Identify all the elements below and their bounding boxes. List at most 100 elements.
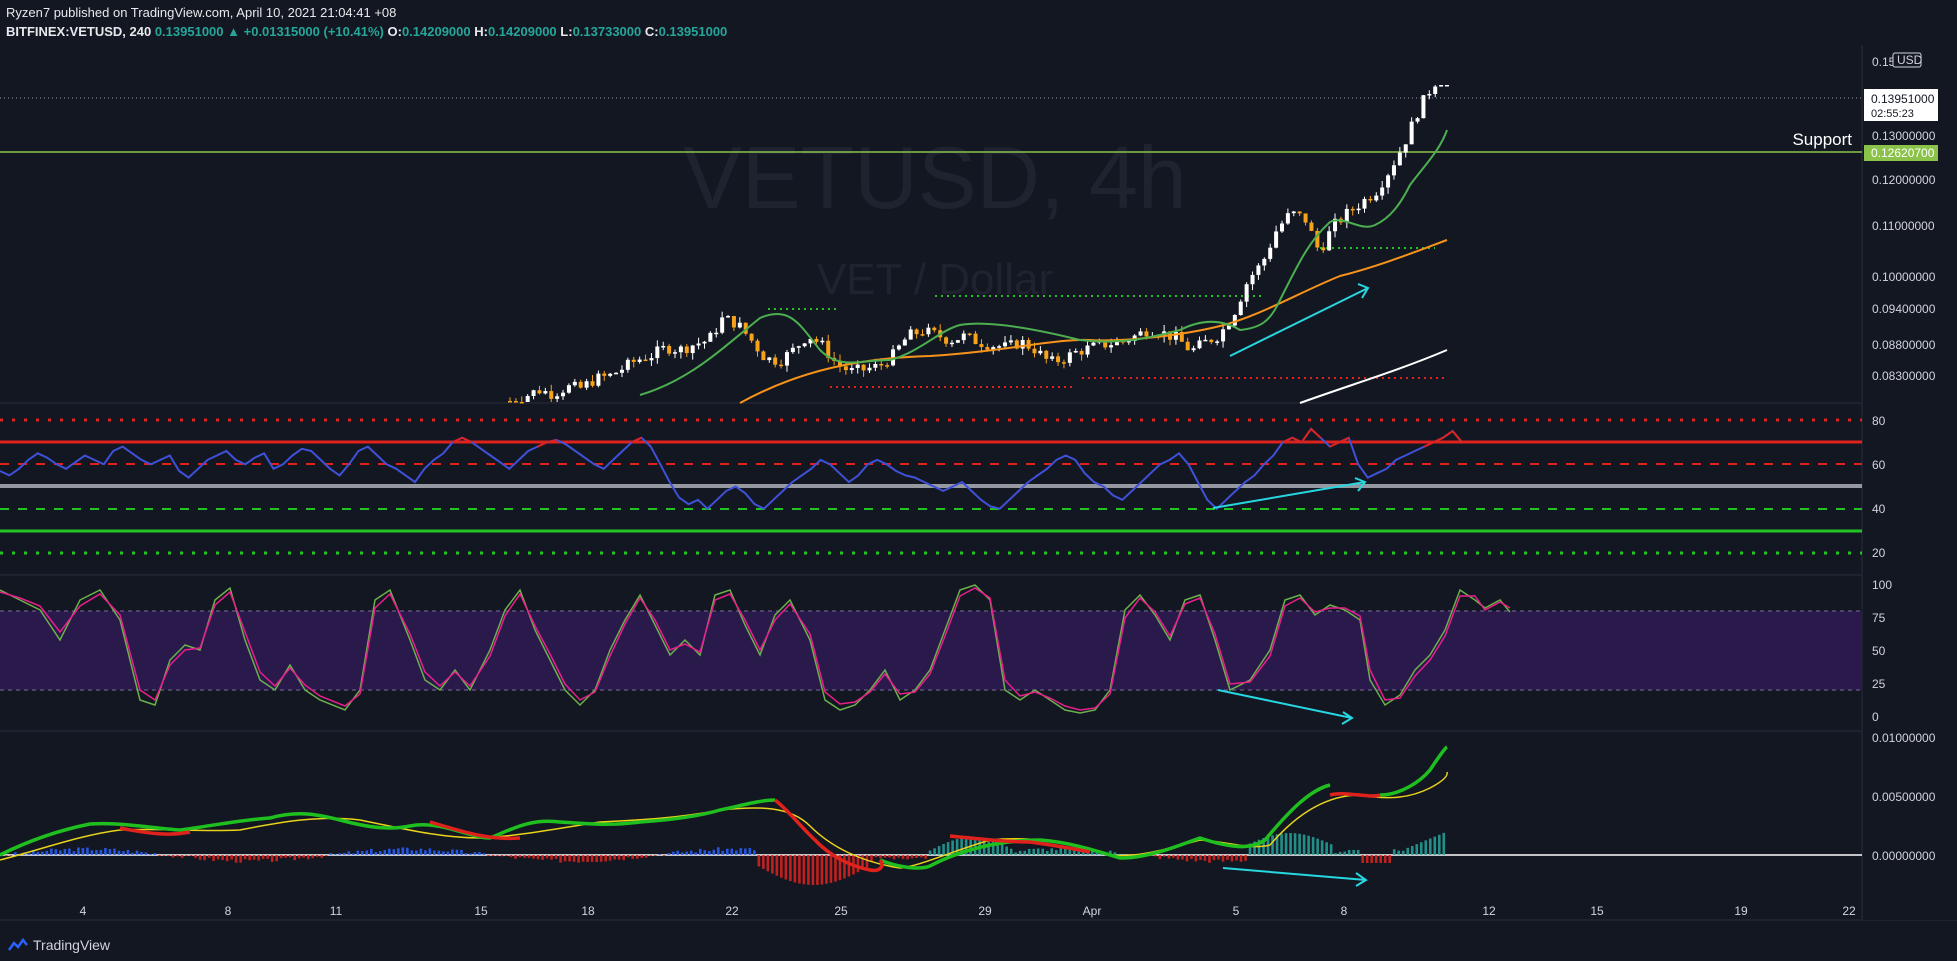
candle-body bbox=[749, 333, 754, 341]
macd-bar bbox=[964, 837, 968, 855]
macd-bar bbox=[406, 847, 409, 855]
macd-bar bbox=[798, 855, 801, 884]
macd-bar bbox=[518, 855, 522, 858]
time-tick-11: 12 bbox=[1482, 904, 1496, 918]
macd-bar bbox=[1415, 844, 1419, 855]
macd-bar bbox=[212, 855, 215, 861]
price-trend-arrow bbox=[1229, 283, 1370, 357]
macd-bar bbox=[1230, 855, 1234, 862]
macd-bar bbox=[1014, 852, 1017, 855]
macd-bar bbox=[1172, 855, 1175, 858]
macd-bar bbox=[311, 855, 315, 859]
macd-bar bbox=[1442, 832, 1446, 855]
low-label: L: bbox=[560, 24, 573, 39]
macd-bar bbox=[1379, 855, 1383, 863]
time-axis[interactable]: 4 8 11 15 18 22 25 29 Apr 5 8 12 15 19 2… bbox=[80, 904, 1856, 918]
chart-header: Ryzen7 published on TradingView.com, Apr… bbox=[6, 3, 727, 41]
macd-bar bbox=[874, 855, 878, 858]
macd-bar bbox=[865, 855, 869, 868]
candle-body bbox=[867, 367, 872, 371]
tradingview-brand[interactable]: TradingView bbox=[8, 937, 110, 953]
macd-bar bbox=[586, 855, 589, 863]
macd-bar bbox=[374, 852, 378, 855]
time-tick-7: 29 bbox=[978, 904, 992, 918]
macd-bar bbox=[1199, 855, 1202, 861]
candle-body bbox=[1409, 121, 1414, 145]
candle-body bbox=[885, 365, 890, 367]
macd-bar bbox=[883, 855, 887, 858]
candle-body bbox=[796, 346, 801, 348]
macd-bar bbox=[762, 855, 765, 869]
macd-bar bbox=[631, 855, 634, 859]
candle-body bbox=[1032, 348, 1037, 354]
macd-bar bbox=[225, 855, 229, 862]
candle-body bbox=[513, 401, 518, 403]
price-pane[interactable]: Support bbox=[0, 85, 1862, 404]
candle-body bbox=[1391, 165, 1396, 176]
macd-bar bbox=[838, 855, 842, 881]
macd-bar bbox=[1392, 849, 1396, 855]
macd-bar bbox=[1032, 848, 1036, 855]
macd-bar bbox=[572, 855, 576, 862]
macd-bar bbox=[451, 849, 454, 855]
macd-bar bbox=[928, 850, 932, 855]
macd-bar bbox=[721, 850, 725, 855]
candle-body bbox=[849, 368, 854, 371]
macd-bar bbox=[1217, 855, 1220, 860]
candle-body bbox=[1209, 339, 1214, 343]
candle-body bbox=[1315, 230, 1320, 248]
time-tick-12: 15 bbox=[1590, 904, 1604, 918]
candles bbox=[508, 85, 1449, 404]
macd-bar bbox=[104, 848, 107, 855]
macd-bar bbox=[811, 855, 815, 885]
macd-bar bbox=[397, 848, 400, 855]
candle-body bbox=[808, 338, 813, 344]
macd-bar bbox=[910, 855, 914, 859]
rsi-divergence-arrow bbox=[1212, 477, 1367, 509]
macd-line-green bbox=[0, 745, 1449, 870]
candle-body bbox=[1244, 284, 1249, 302]
stoch-rsi-pane[interactable]: 100 75 50 25 0 bbox=[0, 578, 1892, 725]
macd-pane[interactable]: 0.01000000 0.00500000 0.00000000 bbox=[0, 731, 1936, 887]
candle-body bbox=[985, 347, 990, 350]
macd-bar bbox=[757, 855, 761, 867]
macd-bar bbox=[744, 848, 747, 855]
macd-bar bbox=[1068, 847, 1072, 855]
candle-body bbox=[631, 359, 636, 362]
macd-bar bbox=[68, 848, 71, 855]
candle-body bbox=[731, 316, 736, 328]
candle-body bbox=[1321, 247, 1326, 251]
candle-body bbox=[1445, 85, 1449, 87]
candle-body bbox=[1056, 356, 1061, 363]
price-axis[interactable]: 0.15 USD 0.13951000 02:55:23 0.13000000 … bbox=[1864, 52, 1938, 383]
macd-bar bbox=[784, 855, 788, 880]
macd-bar bbox=[496, 855, 499, 856]
time-tick-2: 11 bbox=[330, 904, 343, 918]
price-axis-unit[interactable]: USD bbox=[1897, 53, 1923, 67]
candle-body bbox=[902, 339, 907, 346]
candle-body bbox=[1221, 329, 1226, 342]
rsi-tick-1: 60 bbox=[1872, 458, 1886, 472]
macd-line-red bbox=[119, 791, 1381, 873]
macd-bar bbox=[1419, 842, 1423, 855]
candle-body bbox=[561, 392, 566, 397]
macd-bar bbox=[1424, 840, 1428, 855]
candle-body bbox=[1362, 198, 1367, 209]
macd-bar bbox=[135, 850, 139, 855]
macd-bar bbox=[996, 842, 999, 855]
candle-body bbox=[737, 322, 742, 328]
macd-bar bbox=[1167, 855, 1171, 859]
symbol-label[interactable]: BITFINEX:VETUSD, 240 bbox=[6, 24, 152, 39]
macd-bar bbox=[554, 855, 558, 859]
candle-body bbox=[743, 322, 748, 334]
candle-body bbox=[531, 390, 536, 396]
macd-bar bbox=[401, 847, 405, 855]
macd-bar bbox=[180, 855, 184, 858]
macd-bar bbox=[266, 855, 269, 859]
candle-body bbox=[1103, 340, 1108, 348]
rsi-pane[interactable]: 80 60 40 20 bbox=[0, 414, 1886, 560]
brand-name: TradingView bbox=[33, 937, 111, 953]
candle-body bbox=[602, 373, 607, 376]
macd-bar bbox=[189, 855, 193, 856]
